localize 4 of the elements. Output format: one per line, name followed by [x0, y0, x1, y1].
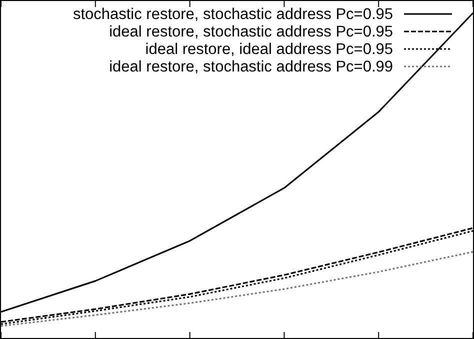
- legend-label: stochastic restore, stochastic address Pc=0.95: [72, 6, 393, 23]
- legend-label: ideal restore, ideal address Pc=0.95: [145, 41, 393, 58]
- legend-label: ideal restore, stochastic address Pc=0.95: [109, 24, 393, 40]
- legend-label: ideal restore, stochastic address Pc=0.99: [109, 58, 393, 76]
